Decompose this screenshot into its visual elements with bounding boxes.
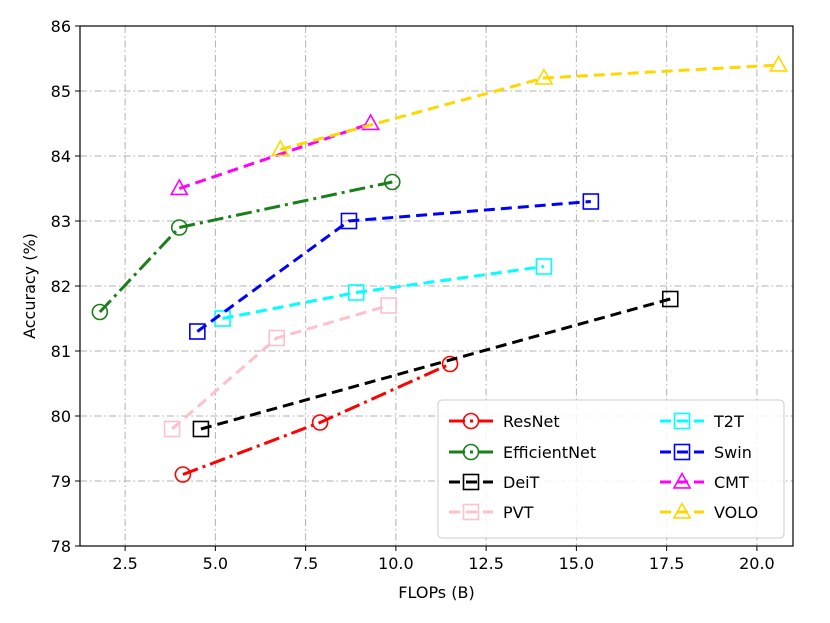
legend-entry-efficientnet: EfficientNet <box>449 443 596 462</box>
legend-label-pvt: PVT <box>503 503 534 522</box>
legend-label-efficientnet: EfficientNet <box>503 443 596 462</box>
data-point-deit <box>192 420 210 438</box>
series-layer <box>91 54 788 483</box>
legend-entry-pvt: PVT <box>449 503 534 522</box>
x-tick-label: 2.5 <box>112 554 137 573</box>
y-tick-label: 80 <box>51 407 71 426</box>
series-volo <box>270 54 788 157</box>
data-point-pvt <box>163 420 181 438</box>
x-tick-label: 10.0 <box>378 554 414 573</box>
legend-marker-cmt <box>672 471 692 489</box>
legend-marker-pvt <box>462 503 480 521</box>
series-t2t <box>214 258 553 327</box>
legend-box <box>437 399 785 539</box>
data-point-volo <box>769 54 788 72</box>
data-point-t2t <box>347 284 365 301</box>
legend-entry-t2t: T2T <box>660 412 744 431</box>
data-point-efficientnet <box>91 303 109 321</box>
data-point-pvt <box>268 329 286 347</box>
legend-entry-cmt: CMT <box>660 471 749 492</box>
x-tick-label: 15.0 <box>559 554 595 573</box>
data-point-swin <box>189 323 206 340</box>
legend-entry-deit: DeiT <box>449 473 540 492</box>
series-cmt <box>169 113 381 196</box>
legend-label-resnet: ResNet <box>503 412 560 431</box>
legend: ResNet EfficientNet DeiT PVT T2T Swin CMT VOLO <box>437 399 785 539</box>
series-deit <box>192 290 679 438</box>
x-tick-label: 17.5 <box>649 554 685 573</box>
series-line-t2t <box>222 265 545 320</box>
legend-marker-efficientnet <box>462 443 480 461</box>
y-tick-label: 82 <box>51 277 71 296</box>
data-point-cmt <box>361 113 381 131</box>
legend-marker-swin <box>673 443 691 461</box>
data-point-efficientnet <box>383 173 401 191</box>
data-point-resnet <box>174 466 192 483</box>
data-point-swin <box>582 193 600 210</box>
legend-marker-deit <box>462 473 480 491</box>
series-line-volo <box>279 63 779 151</box>
legend-label-volo: VOLO <box>714 503 758 522</box>
legend-marker-t2t <box>673 412 691 430</box>
data-point-efficientnet <box>170 219 188 236</box>
legend-label-t2t: T2T <box>713 412 744 431</box>
y-tick-label: 83 <box>51 212 71 231</box>
data-point-deit <box>661 290 679 308</box>
x-axis-label: FLOPs (B) <box>398 583 474 602</box>
data-point-volo <box>270 139 290 157</box>
legend-marker-volo <box>672 501 692 519</box>
y-tick-label: 84 <box>51 147 71 166</box>
series-swin <box>189 193 600 340</box>
series-line-swin <box>196 200 591 333</box>
legend-label-swin: Swin <box>714 443 752 462</box>
data-point-cmt <box>169 178 189 196</box>
ticks: 2.5 5.0 7.5 10.0 12.5 15.0 17.5 20.0 78 79 80 81 82 8… <box>51 17 775 573</box>
data-point-resnet <box>311 414 329 431</box>
data-point-resnet <box>441 355 459 373</box>
y-tick-label: 78 <box>51 537 71 556</box>
data-point-pvt <box>380 297 397 314</box>
series-efficientnet <box>91 173 401 321</box>
y-tick-label: 79 <box>51 472 71 491</box>
series-pvt <box>163 297 397 438</box>
series-line-efficientnet <box>98 180 393 314</box>
y-axis-label: Accuracy (%) <box>20 233 39 339</box>
x-tick-label: 12.5 <box>468 554 504 573</box>
y-tick-label: 85 <box>51 82 71 101</box>
series-line-pvt <box>171 304 390 431</box>
data-point-t2t <box>535 258 553 275</box>
legend-label-cmt: CMT <box>714 473 749 492</box>
x-tick-label: 5.0 <box>203 554 228 573</box>
legend-marker-resnet <box>462 412 480 430</box>
legend-entry-resnet: ResNet <box>449 412 560 431</box>
x-tick-label: 20.0 <box>739 554 775 573</box>
series-resnet <box>174 355 459 483</box>
series-line-deit <box>200 297 671 431</box>
x-tick-label: 7.5 <box>293 554 318 573</box>
y-tick-label: 81 <box>51 342 71 361</box>
legend-entry-swin: Swin <box>660 443 752 462</box>
data-point-swin <box>340 212 358 230</box>
legend-entry-volo: VOLO <box>660 501 758 522</box>
y-tick-label: 86 <box>51 17 71 36</box>
series-line-resnet <box>182 362 451 476</box>
data-point-volo <box>534 67 554 85</box>
legend-label-deit: DeiT <box>503 473 540 492</box>
